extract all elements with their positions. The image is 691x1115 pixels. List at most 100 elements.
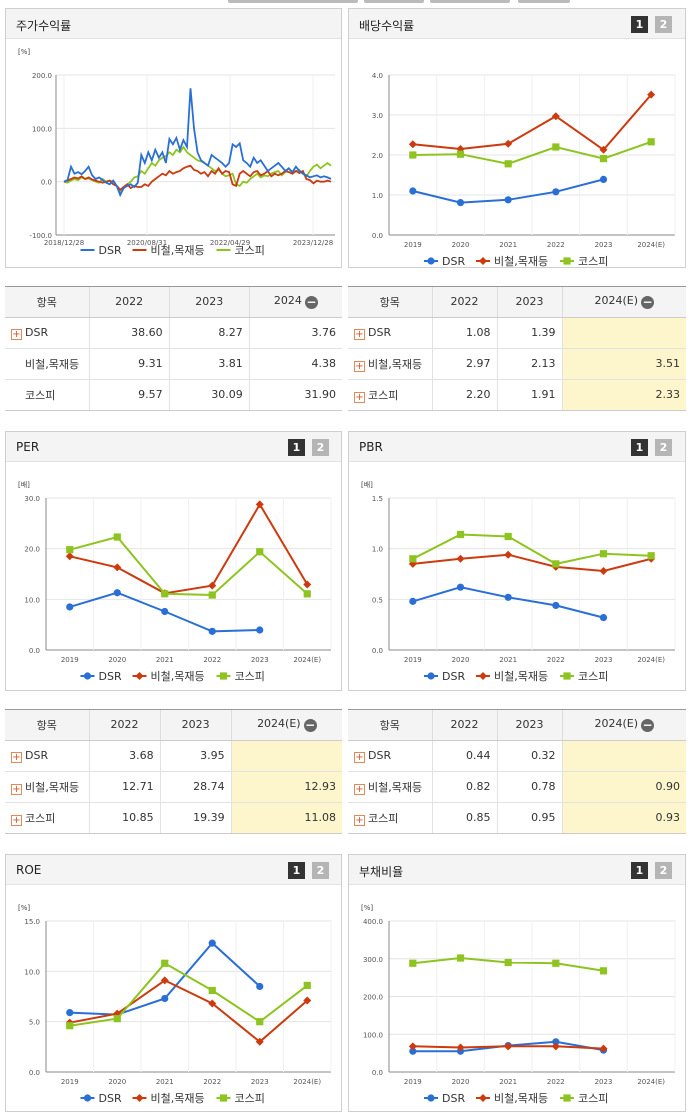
series-line-1 (412, 93, 652, 152)
cell-value: 11.08 (304, 811, 337, 825)
top-tab-1[interactable] (228, 0, 358, 3)
plus-icon[interactable]: + (11, 751, 22, 763)
per-table: 항목 2022 2023 2024(E) − + DSR 3.68 3.95 + 비철,목재등 12.… (5, 709, 342, 834)
value-cell: 3.68 (89, 740, 161, 772)
data-point (161, 994, 169, 1003)
data-point (504, 958, 512, 967)
plus-icon[interactable]: + (11, 814, 22, 826)
data-point (504, 550, 513, 559)
plus-icon[interactable]: + (354, 751, 365, 763)
page-2-button[interactable]: 2 (312, 439, 329, 456)
x-tick-label: 2024(E) (637, 656, 665, 664)
data-point (113, 533, 121, 541)
page-1-button[interactable]: 1 (631, 862, 648, 879)
data-point (113, 1009, 122, 1018)
legend-label: 비철,목재등 (151, 244, 205, 257)
legend-label: DSR (442, 255, 465, 268)
row-name-cell: + DSR (5, 317, 90, 349)
data-point (456, 150, 465, 158)
page-2-button[interactable]: 2 (312, 862, 329, 879)
plus-icon[interactable]: + (354, 360, 365, 372)
minus-icon[interactable]: − (304, 295, 318, 310)
value-cell: 3.76 (249, 317, 342, 349)
table-header: 2022 (432, 287, 498, 318)
plus-icon[interactable]: + (354, 391, 365, 403)
plus-icon[interactable]: + (354, 783, 365, 795)
data-point (113, 1015, 121, 1023)
x-tick-label: 2022 (203, 1078, 221, 1086)
row-name-cell: + 비철,목재등 (348, 771, 433, 803)
header-label: 항목 (36, 295, 57, 309)
row-name: DSR (368, 748, 392, 762)
x-tick-label: 2023/12/28 (293, 239, 333, 247)
panel-header: 주가수익률 (6, 9, 341, 39)
x-tick-label: 2024(E) (293, 656, 321, 664)
data-point (160, 976, 169, 985)
table-header: 2024(E) − (562, 287, 686, 318)
value-cell: 12.93 (231, 771, 342, 803)
value-cell: 2.97 (432, 348, 498, 380)
plus-icon[interactable]: + (354, 328, 365, 340)
y-tick-label: 300.0 (363, 956, 383, 964)
data-point (504, 1042, 513, 1051)
data-point (456, 530, 465, 539)
x-tick-label: 2020/08/31 (127, 239, 167, 247)
header-label: 2023 (181, 718, 210, 732)
minus-icon[interactable]: − (303, 718, 317, 733)
x-tick-label: 2023 (251, 656, 269, 664)
plus-icon[interactable]: + (11, 328, 22, 340)
plus-icon[interactable]: + (11, 783, 22, 795)
header-label: 항목 (36, 718, 57, 732)
page-2-button[interactable]: 2 (655, 862, 672, 879)
data-point (599, 155, 608, 163)
page-1-button[interactable]: 1 (631, 16, 648, 33)
page-2-button[interactable]: 2 (655, 439, 672, 456)
top-tab-2[interactable] (364, 0, 424, 3)
page-1-button[interactable]: 1 (288, 439, 305, 456)
table-row: 코스피 9.57 30.09 31.90 (5, 379, 342, 410)
data-point (647, 552, 655, 560)
panel-header: PBR 1 2 (349, 432, 685, 462)
page-2-button[interactable]: 2 (655, 16, 672, 33)
data-point (504, 196, 512, 204)
x-tick-label: 2021 (156, 1078, 174, 1086)
top-tab-4[interactable] (518, 0, 570, 3)
panel-header: 부채비율 1 2 (349, 855, 685, 885)
legend-marker (427, 672, 435, 680)
cell-value: 10.85 (122, 811, 154, 825)
series-line-2 (412, 533, 652, 565)
data-point (66, 1022, 74, 1030)
cell-value: 38.60 (131, 326, 163, 339)
y-tick-label: 200.0 (32, 72, 52, 80)
x-tick-label: 2018/12/28 (44, 239, 84, 247)
minus-icon[interactable]: − (641, 718, 655, 733)
data-point (256, 1018, 264, 1026)
cell-value: 3.76 (311, 326, 337, 339)
data-point (409, 1047, 417, 1055)
minus-icon[interactable]: − (641, 295, 655, 310)
data-point (208, 939, 216, 947)
cell-value: 19.39 (193, 811, 225, 825)
legend-marker (219, 1094, 228, 1102)
unit-label: [배] (361, 480, 373, 489)
value-cell (562, 740, 686, 772)
cell-value: 3.68 (129, 749, 154, 762)
page-1-button[interactable]: 1 (631, 439, 648, 456)
panel-title: PBR (359, 440, 383, 454)
table-row: + 비철,목재등 12.71 28.74 12.93 (5, 771, 342, 803)
x-tick-label: 2019 (61, 1078, 79, 1086)
unit-label: [%] (361, 904, 373, 912)
data-point (66, 1009, 74, 1017)
data-point (456, 1043, 465, 1052)
value-cell: 9.31 (89, 348, 170, 380)
top-tab-3[interactable] (430, 0, 510, 3)
value-cell: 8.27 (169, 317, 250, 349)
value-cell: 3.81 (169, 348, 250, 380)
data-point (208, 986, 216, 995)
x-tick-label: 2020 (452, 1078, 470, 1086)
series-line-1 (69, 979, 308, 1044)
plus-icon[interactable]: + (354, 814, 365, 826)
page-1-button[interactable]: 1 (288, 862, 305, 879)
value-cell: 9.57 (89, 379, 170, 410)
cell-value: 0.95 (531, 811, 556, 825)
